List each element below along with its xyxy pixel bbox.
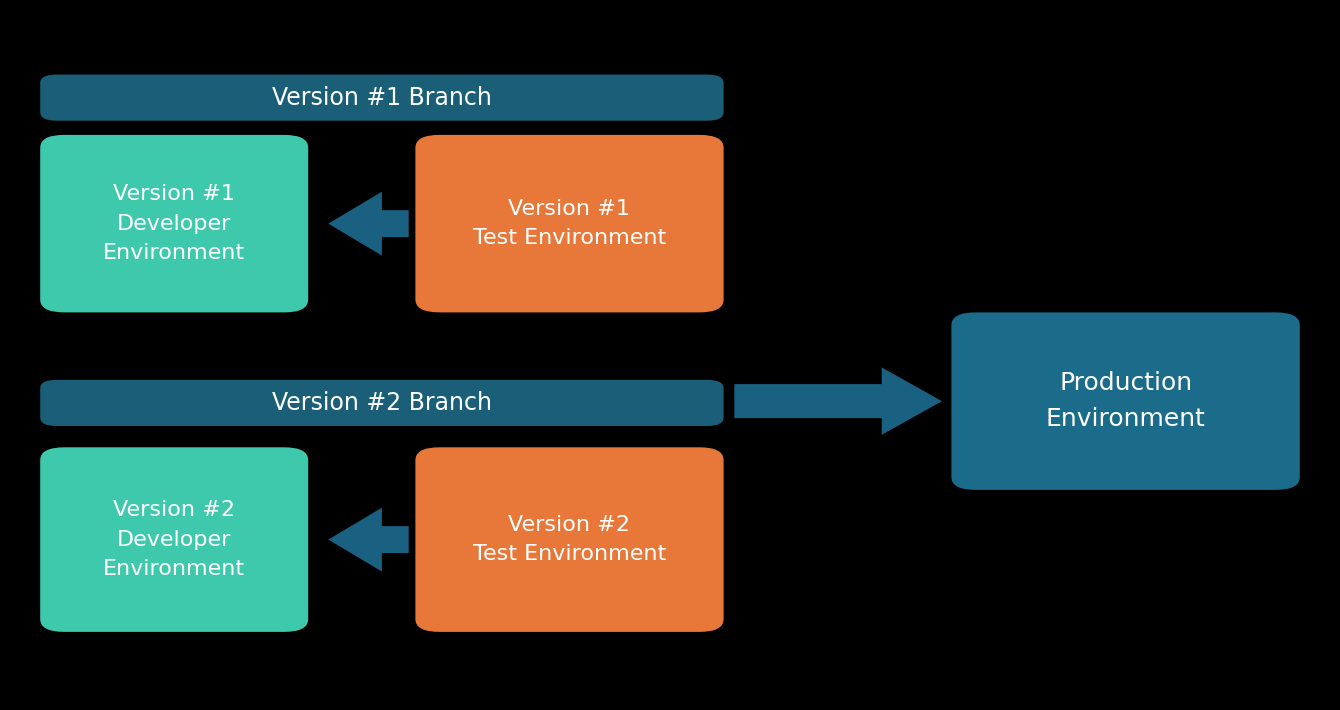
Polygon shape xyxy=(328,192,409,256)
Text: Version #1 Branch: Version #1 Branch xyxy=(272,86,492,109)
Text: Version #2
Developer
Environment: Version #2 Developer Environment xyxy=(103,500,245,579)
FancyBboxPatch shape xyxy=(415,135,724,312)
FancyBboxPatch shape xyxy=(40,380,724,426)
Text: Version #2
Test Environment: Version #2 Test Environment xyxy=(473,515,666,564)
Text: Version #2 Branch: Version #2 Branch xyxy=(272,391,492,415)
Text: Version #1
Developer
Environment: Version #1 Developer Environment xyxy=(103,184,245,263)
Polygon shape xyxy=(734,368,942,435)
FancyBboxPatch shape xyxy=(40,447,308,632)
FancyBboxPatch shape xyxy=(40,135,308,312)
FancyBboxPatch shape xyxy=(40,75,724,121)
Text: Production
Environment: Production Environment xyxy=(1045,371,1206,431)
FancyBboxPatch shape xyxy=(951,312,1300,490)
Text: Version #1
Test Environment: Version #1 Test Environment xyxy=(473,199,666,248)
FancyBboxPatch shape xyxy=(415,447,724,632)
Polygon shape xyxy=(328,508,409,572)
